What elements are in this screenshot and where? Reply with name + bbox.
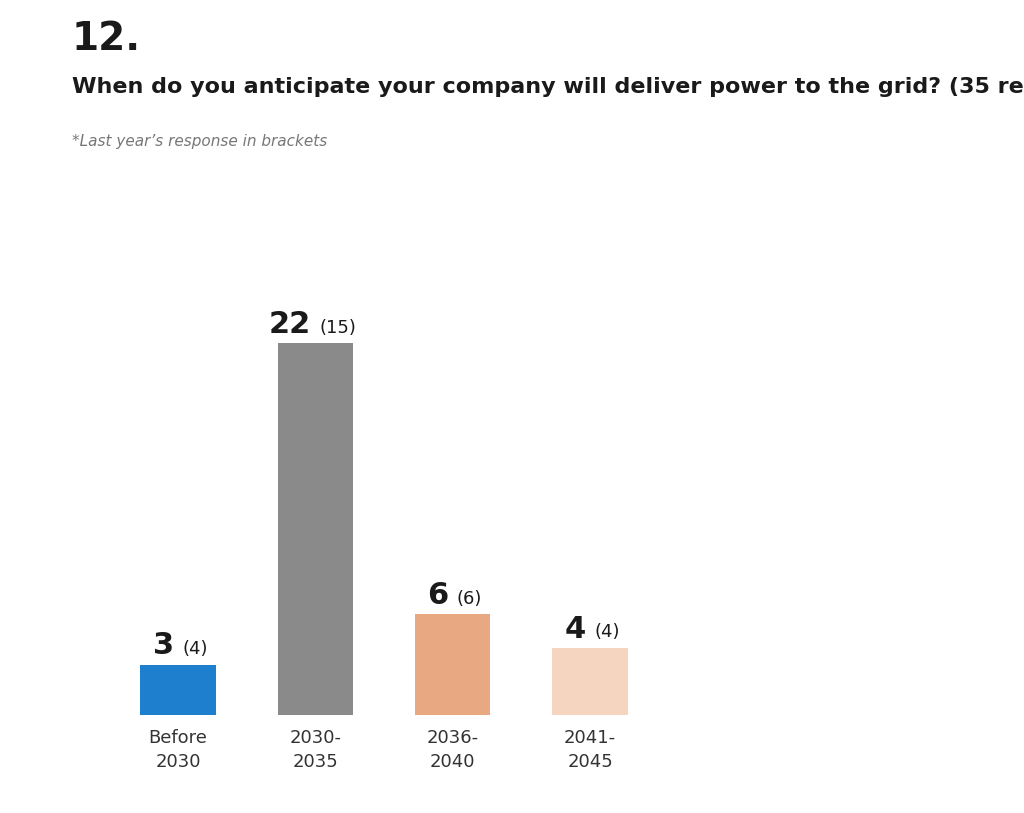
Text: (15): (15) xyxy=(319,319,356,337)
Text: 22: 22 xyxy=(269,311,311,339)
Bar xyxy=(552,648,628,715)
Text: 3: 3 xyxy=(153,632,174,660)
Text: When do you anticipate your company will deliver power to the grid? (35 response: When do you anticipate your company will… xyxy=(72,77,1024,98)
Text: (4): (4) xyxy=(182,641,208,659)
Bar xyxy=(278,343,353,715)
Text: (4): (4) xyxy=(594,624,620,641)
Text: 12.: 12. xyxy=(72,20,141,59)
Text: *Last year’s response in brackets: *Last year’s response in brackets xyxy=(72,134,327,149)
Text: 4: 4 xyxy=(564,615,586,644)
Bar xyxy=(415,614,490,715)
Bar xyxy=(140,665,216,715)
Text: (6): (6) xyxy=(457,589,482,607)
Text: 6: 6 xyxy=(427,580,449,610)
